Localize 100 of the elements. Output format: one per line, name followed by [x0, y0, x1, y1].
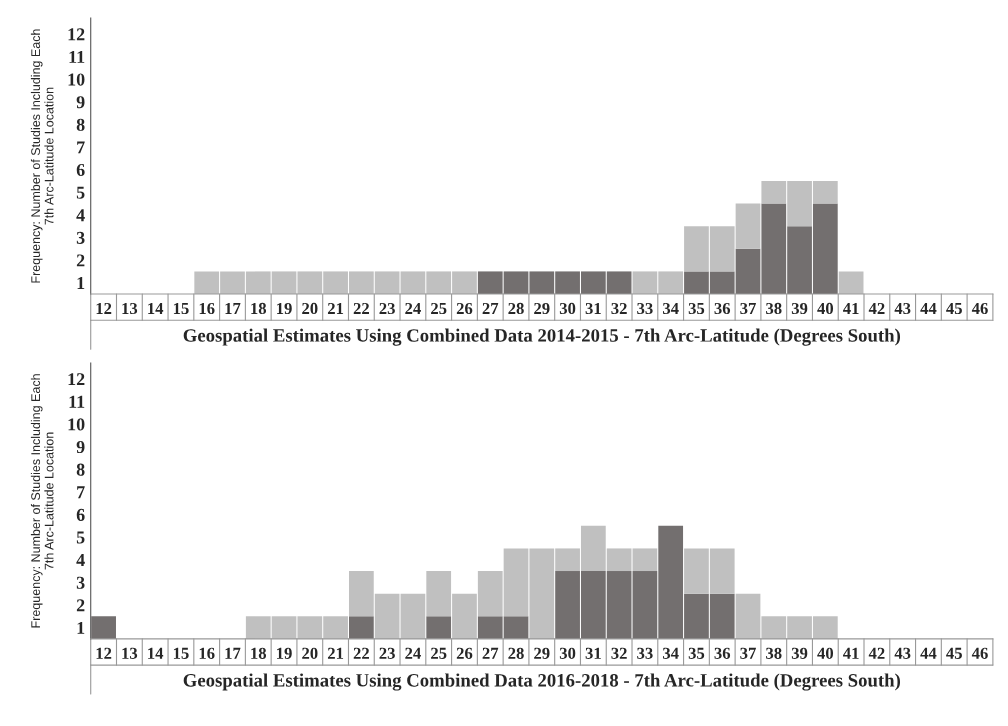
x-tick-label: 32: [611, 647, 627, 659]
x-tick-label: 15: [173, 302, 189, 315]
y-tick-label: 8: [76, 118, 85, 131]
x-tick-label: 42: [868, 302, 885, 314]
x-tick-label: 45: [946, 647, 962, 659]
x-tick-label: 45: [946, 302, 962, 315]
x-tick-label: 24: [405, 302, 421, 314]
y-tick-label: 12: [68, 373, 85, 386]
x-tick-label: 16: [199, 302, 215, 315]
x-tick-label: 14: [148, 302, 164, 314]
y-tick-label: 1: [77, 277, 85, 289]
x-tick-label: 46: [971, 647, 988, 659]
y-tick-label: 1: [77, 621, 85, 634]
x-tick-label: 21: [327, 302, 344, 314]
y-tick-label: 6: [76, 163, 85, 177]
x-axis-title: Geospatial Estimates Using Combined Data 2014-2015 - 7th Arc-Latitude (Degrees South): [183, 328, 901, 346]
y-tick-label: 5: [76, 186, 85, 199]
y-tick-label: 11: [69, 50, 85, 63]
x-tick-label: 27: [482, 302, 499, 314]
y-tick-label: 6: [76, 508, 85, 521]
x-tick-label: 12: [96, 302, 112, 314]
x-tick-label: 18: [251, 647, 267, 659]
x-tick-label: 21: [327, 647, 344, 659]
y-tick-label: 2: [76, 599, 85, 612]
x-tick-label: 32: [611, 302, 627, 315]
x-tick-label: 38: [766, 302, 782, 315]
x-tick-label: 22: [353, 302, 369, 314]
x-tick-label: 28: [508, 647, 524, 659]
x-tick-label: 23: [379, 302, 395, 315]
x-tick-label: 35: [688, 647, 705, 659]
x-tick-label: 25: [431, 647, 447, 659]
x-axis-title: Geospatial Estimates Using Combined Data 2016-2018 - 7th Arc-Latitude (Degrees South): [183, 673, 901, 691]
y-axis-title: Frequency: Number of Studies Including Each 7th Arc-Latitude Location: [30, 374, 54, 628]
y-tick-label: 7: [77, 141, 85, 154]
y-tick-label: 2: [76, 254, 85, 267]
y-tick-label: 3: [76, 576, 85, 589]
x-tick-label: 18: [251, 302, 267, 315]
x-tick-label: 35: [688, 302, 705, 315]
x-tick-label: 31: [585, 647, 601, 659]
x-tick-label: 15: [173, 647, 189, 659]
x-tick-label: 24: [405, 647, 421, 659]
x-tick-label: 34: [662, 302, 679, 315]
x-tick-label: 43: [894, 647, 911, 659]
x-tick-label: 33: [637, 647, 653, 659]
x-tick-label: 38: [766, 647, 782, 659]
x-tick-label: 19: [277, 647, 292, 659]
x-tick-label: 39: [791, 647, 808, 659]
x-tick-label: 29: [534, 302, 550, 315]
x-tick-label: 36: [714, 647, 731, 659]
y-tick-label: 7: [77, 486, 85, 499]
x-tick-label: 27: [482, 647, 499, 659]
y-axis-title: Frequency: Number of Studies Including Each 7th Arc-Latitude Location: [30, 29, 54, 283]
y-tick-label: 5: [76, 531, 85, 544]
x-tick-label: 37: [740, 302, 756, 315]
y-tick-label: 9: [76, 440, 85, 454]
y-tick-label: 4: [76, 209, 85, 222]
x-tick-label: 42: [868, 647, 885, 659]
x-tick-label: 43: [894, 302, 911, 315]
y-tick-label: 4: [76, 554, 85, 566]
y-tick-label: 9: [76, 96, 85, 109]
x-tick-label: 26: [456, 302, 473, 315]
x-tick-label: 30: [559, 302, 576, 315]
x-tick-label: 25: [431, 302, 447, 315]
x-tick-label: 28: [508, 302, 524, 315]
x-tick-label: 44: [920, 647, 937, 659]
y-tick-label: 12: [68, 28, 85, 41]
y-tick-label: 10: [68, 418, 85, 431]
y-tick-label: 11: [69, 395, 85, 408]
x-tick-label: 13: [122, 647, 138, 659]
y-tick-label: 8: [76, 463, 85, 476]
x-tick-label: 40: [817, 647, 834, 659]
x-tick-label: 33: [637, 302, 653, 315]
y-tick-label: 10: [68, 73, 85, 86]
x-tick-label: 14: [148, 647, 164, 659]
x-tick-label: 19: [277, 302, 292, 315]
x-tick-label: 22: [353, 647, 369, 659]
x-tick-label: 46: [971, 302, 988, 315]
x-tick-label: 41: [843, 647, 859, 659]
x-tick-label: 37: [740, 647, 756, 659]
x-tick-label: 30: [559, 647, 576, 659]
x-tick-label: 23: [379, 647, 395, 659]
x-tick-label: 39: [791, 302, 808, 315]
x-tick-label: 31: [585, 302, 601, 315]
bar: [838, 271, 864, 295]
x-tick-label: 36: [714, 302, 731, 315]
x-tick-label: 20: [302, 647, 318, 659]
bar: [91, 616, 116, 639]
x-tick-label: 44: [920, 302, 937, 314]
x-tick-label: 13: [122, 302, 138, 315]
x-tick-label: 29: [534, 647, 550, 659]
bar: [426, 616, 452, 639]
y-tick-label: 3: [76, 231, 85, 244]
x-tick-label: 34: [662, 647, 679, 659]
x-tick-label: 26: [456, 647, 473, 659]
bar: [349, 616, 374, 639]
x-tick-label: 17: [225, 647, 241, 659]
x-tick-label: 17: [225, 302, 241, 314]
x-tick-label: 16: [199, 647, 215, 659]
x-tick-label: 12: [96, 647, 112, 659]
x-tick-label: 40: [817, 302, 834, 315]
